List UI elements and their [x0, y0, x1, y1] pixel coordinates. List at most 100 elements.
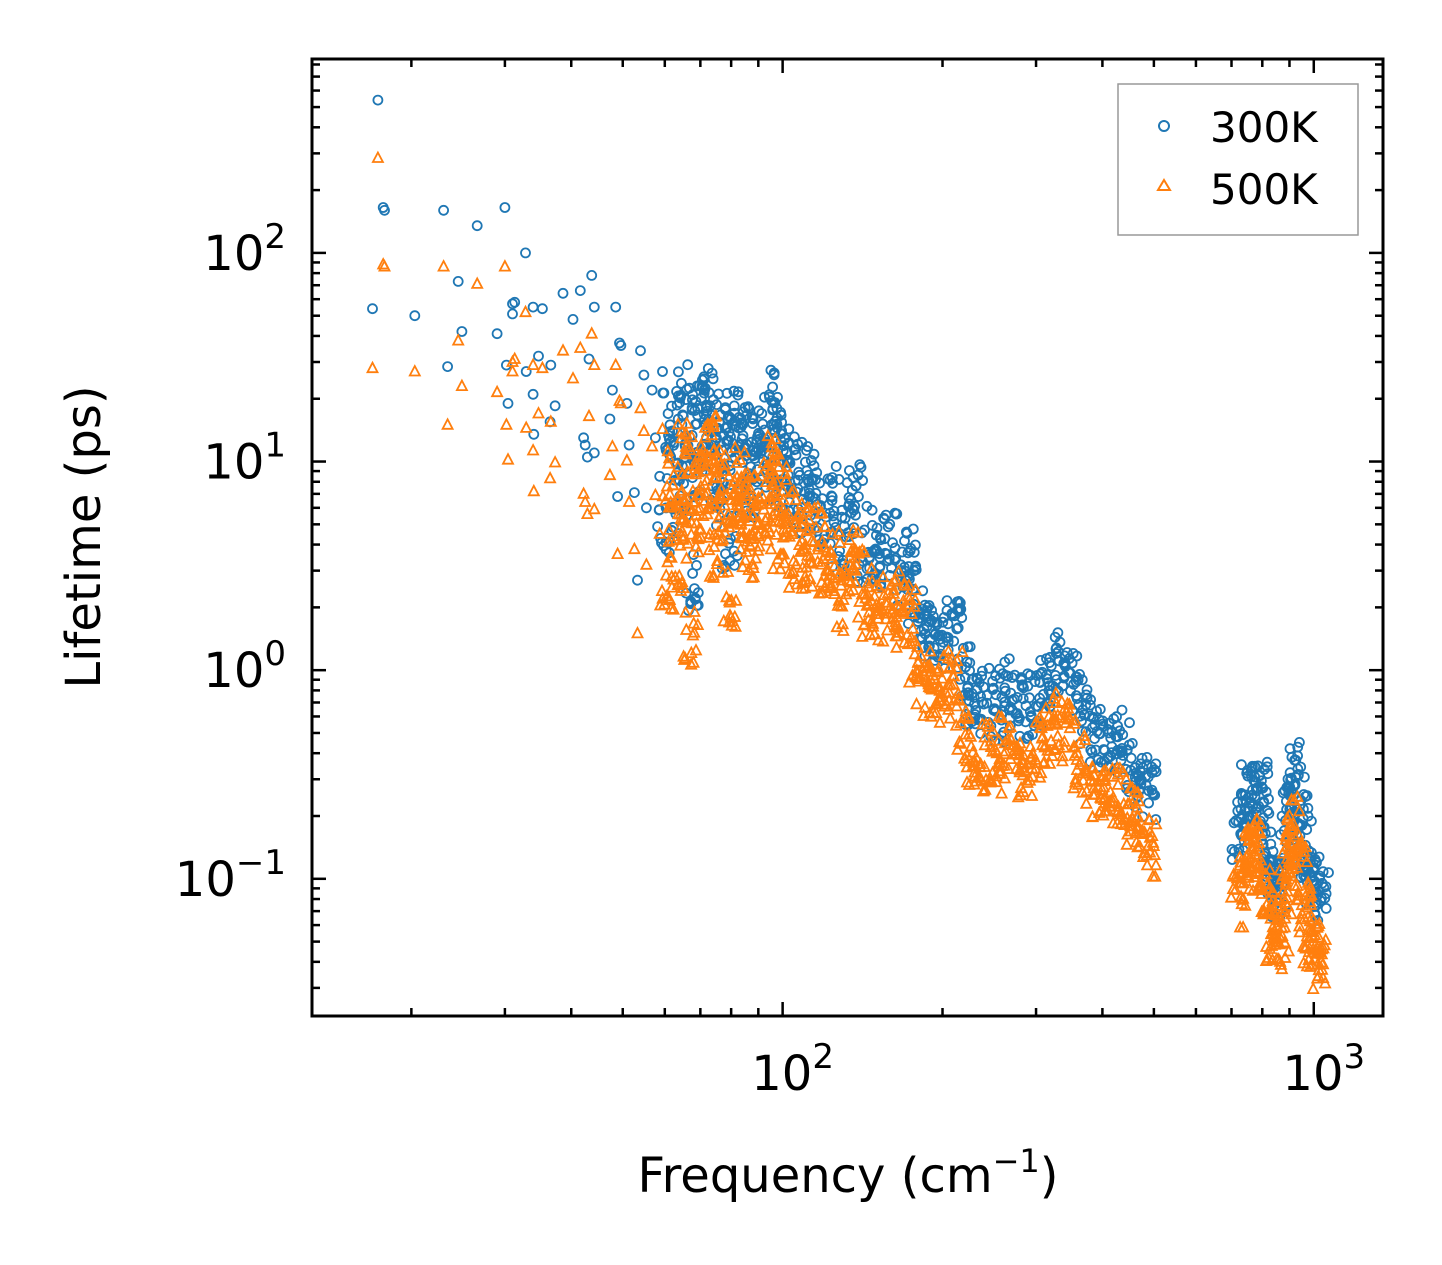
point-300k — [1097, 715, 1109, 727]
point-500k — [706, 568, 720, 581]
point-300k — [808, 460, 820, 472]
point-500k — [908, 646, 922, 660]
point-500k — [1135, 826, 1149, 839]
point-500k — [620, 453, 634, 466]
point-300k — [724, 555, 736, 567]
point-500k — [933, 715, 947, 728]
point-500k — [664, 550, 678, 563]
point-500k — [1229, 882, 1243, 895]
point-300k — [1260, 786, 1272, 798]
point-300k — [578, 432, 589, 444]
point-300k — [1302, 802, 1314, 814]
point-500k — [862, 605, 876, 618]
point-500k — [879, 611, 893, 625]
point-500k — [1043, 756, 1057, 769]
point-300k — [509, 296, 521, 308]
point-500k — [950, 661, 964, 674]
x-tick-label: 103 — [1282, 1037, 1365, 1102]
point-300k — [1249, 760, 1261, 772]
point-500k — [1290, 878, 1304, 891]
point-500k — [873, 580, 886, 594]
point-500k — [960, 748, 974, 761]
point-500k — [1097, 773, 1111, 787]
point-500k — [871, 632, 885, 646]
point-500k — [662, 522, 676, 535]
point-300k — [491, 328, 503, 340]
point-500k — [747, 569, 761, 583]
point-300k — [989, 703, 1000, 715]
legend-box — [1117, 83, 1359, 236]
point-300k — [961, 656, 973, 668]
point-300k — [826, 491, 838, 503]
point-500k — [732, 477, 746, 490]
point-500k — [865, 561, 879, 574]
point-300k — [745, 461, 757, 473]
point-500k — [1277, 891, 1291, 904]
point-300k — [1292, 741, 1304, 753]
point-500k — [967, 777, 981, 790]
point-500k — [789, 515, 803, 528]
point-300k — [1286, 751, 1298, 763]
point-500k — [659, 568, 673, 581]
point-500k — [805, 533, 819, 546]
point-500k — [710, 553, 724, 566]
point-500k — [664, 601, 678, 614]
plot-frame — [310, 57, 1385, 1018]
point-500k — [1270, 898, 1284, 911]
point-300k — [871, 529, 882, 541]
point-500k — [1298, 939, 1312, 953]
point-500k — [818, 519, 832, 533]
point-300k — [1236, 759, 1247, 771]
point-300k — [1314, 872, 1326, 884]
point-500k — [960, 775, 974, 788]
point-500k — [603, 467, 617, 481]
point-500k — [1253, 824, 1267, 838]
point-500k — [907, 599, 921, 612]
point-300k — [1143, 797, 1154, 809]
point-500k — [1014, 787, 1027, 801]
x-axis-title: Frequency (cm−1) — [637, 1142, 1058, 1204]
point-500k — [847, 543, 861, 556]
point-300k — [999, 656, 1011, 668]
point-300k — [1306, 815, 1317, 827]
point-500k — [451, 333, 465, 346]
point-500k — [662, 450, 676, 464]
point-300k — [588, 301, 600, 313]
point-500k — [1023, 739, 1037, 752]
point-300k — [771, 422, 783, 434]
point-500k — [1278, 904, 1292, 918]
point-300k — [1059, 657, 1070, 669]
point-500k — [1300, 854, 1314, 867]
point-300k — [409, 310, 421, 322]
point-500k — [979, 716, 993, 730]
point-500k — [789, 557, 803, 570]
point-300k — [871, 522, 883, 534]
point-300k — [1070, 690, 1082, 702]
point-300k — [588, 447, 600, 459]
point-500k — [679, 622, 693, 635]
point-300k — [800, 456, 811, 468]
point-300k — [702, 363, 714, 374]
legend-label-500k: 500K — [1210, 165, 1319, 214]
point-300k — [1093, 728, 1105, 739]
point-300k — [1085, 694, 1096, 706]
point-500k — [867, 626, 881, 640]
point-300k — [1135, 778, 1147, 790]
point-300k — [549, 400, 561, 412]
point-500k — [694, 479, 708, 492]
point-500k — [795, 581, 809, 594]
point-500k — [734, 541, 748, 555]
point-300k — [1035, 655, 1047, 666]
point-300k — [968, 692, 980, 703]
legend-label-300k: 300K — [1210, 103, 1319, 152]
point-300k — [507, 298, 518, 310]
point-300k — [533, 350, 544, 362]
point-500k — [508, 351, 522, 364]
point-300k — [910, 564, 922, 576]
point-500k — [749, 551, 763, 564]
point-500k — [614, 395, 628, 409]
point-500k — [1289, 854, 1303, 867]
point-500k — [876, 569, 890, 583]
point-300k — [1115, 745, 1127, 757]
point-500k — [732, 498, 746, 512]
